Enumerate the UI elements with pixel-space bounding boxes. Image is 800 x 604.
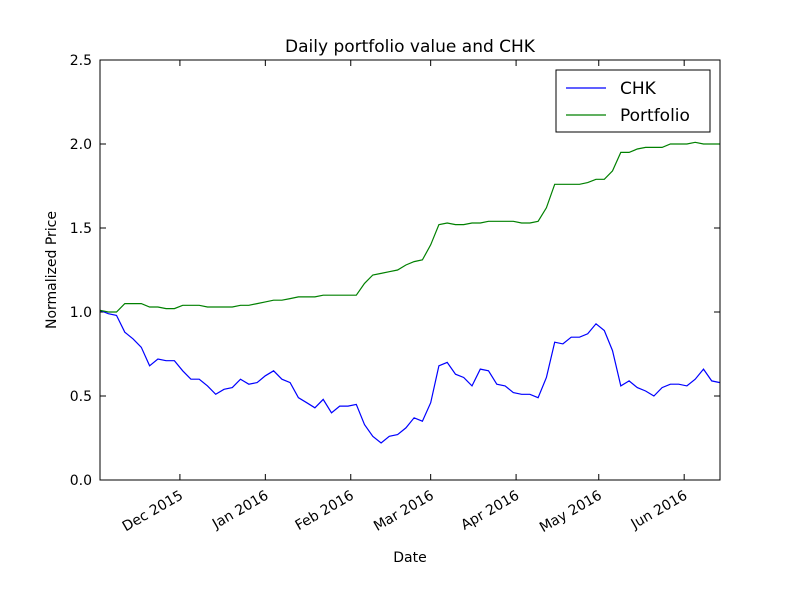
y-tick-label: 1.0 xyxy=(70,305,92,321)
y-tick-label: 0.0 xyxy=(70,473,92,489)
legend: CHK Portfolio xyxy=(555,69,711,133)
y-axis-label: Normalized Price xyxy=(44,211,60,329)
chart-title: Daily portfolio value and CHK xyxy=(285,37,536,57)
legend-box xyxy=(555,69,711,133)
legend-label: Portfolio xyxy=(620,106,690,126)
y-tick-label: 2.5 xyxy=(70,53,92,69)
plot-frame xyxy=(99,59,721,481)
y-tick-label: 1.5 xyxy=(70,221,92,237)
data-line xyxy=(99,309,721,444)
y-tick-label: 2.0 xyxy=(70,137,92,153)
x-axis-label: Date xyxy=(393,550,426,566)
data-line xyxy=(99,141,720,313)
legend-label: CHK xyxy=(620,79,657,99)
y-tick-label: 0.5 xyxy=(70,389,92,405)
